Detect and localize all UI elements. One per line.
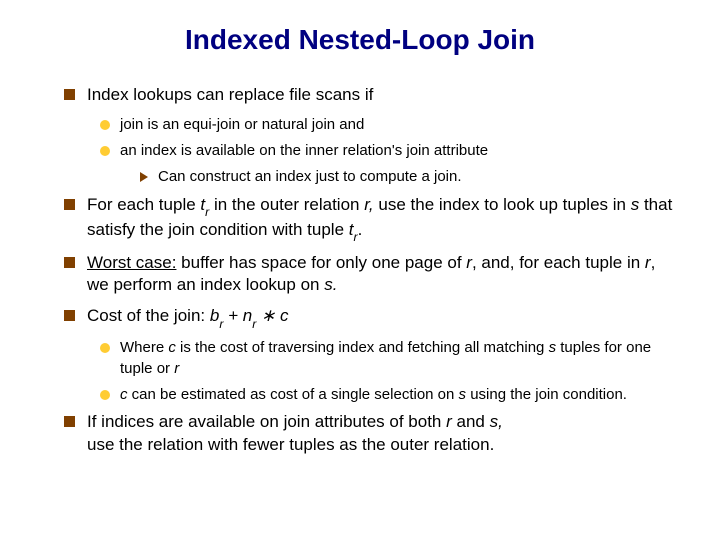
bullet-level-1: Index lookups can replace file scans if [64,84,680,107]
bullet-level-1: Worst case: buffer has space for only on… [64,252,680,298]
square-bullet-icon [64,310,75,321]
slide-title: Indexed Nested-Loop Join [40,24,680,56]
circle-bullet-icon [100,146,110,156]
bullet-level-1: Cost of the join: br + nr ∗ c [64,305,680,330]
bullet-text: Where c is the cost of traversing index … [120,338,680,379]
square-bullet-icon [64,199,75,210]
bullet-level-2: join is an equi-join or natural join and [100,115,680,135]
bullet-level-3: Can construct an index just to compute a… [140,167,680,187]
slide-body: Index lookups can replace file scans if j… [40,84,680,457]
bullet-level-2: an index is available on the inner relat… [100,141,680,161]
triangle-bullet-icon [140,172,148,182]
square-bullet-icon [64,257,75,268]
bullet-text: If indices are available on join attribu… [87,411,680,457]
square-bullet-icon [64,89,75,100]
bullet-text: Cost of the join: br + nr ∗ c [87,305,680,330]
bullet-level-1: If indices are available on join attribu… [64,411,680,457]
bullet-text: an index is available on the inner relat… [120,141,680,161]
bullet-text: For each tuple tr in the outer relation … [87,194,680,244]
bullet-level-2: Where c is the cost of traversing index … [100,338,680,379]
circle-bullet-icon [100,390,110,400]
bullet-text: Can construct an index just to compute a… [158,167,680,187]
bullet-level-1: For each tuple tr in the outer relation … [64,194,680,244]
circle-bullet-icon [100,120,110,130]
bullet-text: Worst case: buffer has space for only on… [87,252,680,298]
square-bullet-icon [64,416,75,427]
bullet-text: join is an equi-join or natural join and [120,115,680,135]
bullet-text: c can be estimated as cost of a single s… [120,385,680,405]
bullet-level-2: c can be estimated as cost of a single s… [100,385,680,405]
circle-bullet-icon [100,343,110,353]
bullet-text: Index lookups can replace file scans if [87,84,680,107]
